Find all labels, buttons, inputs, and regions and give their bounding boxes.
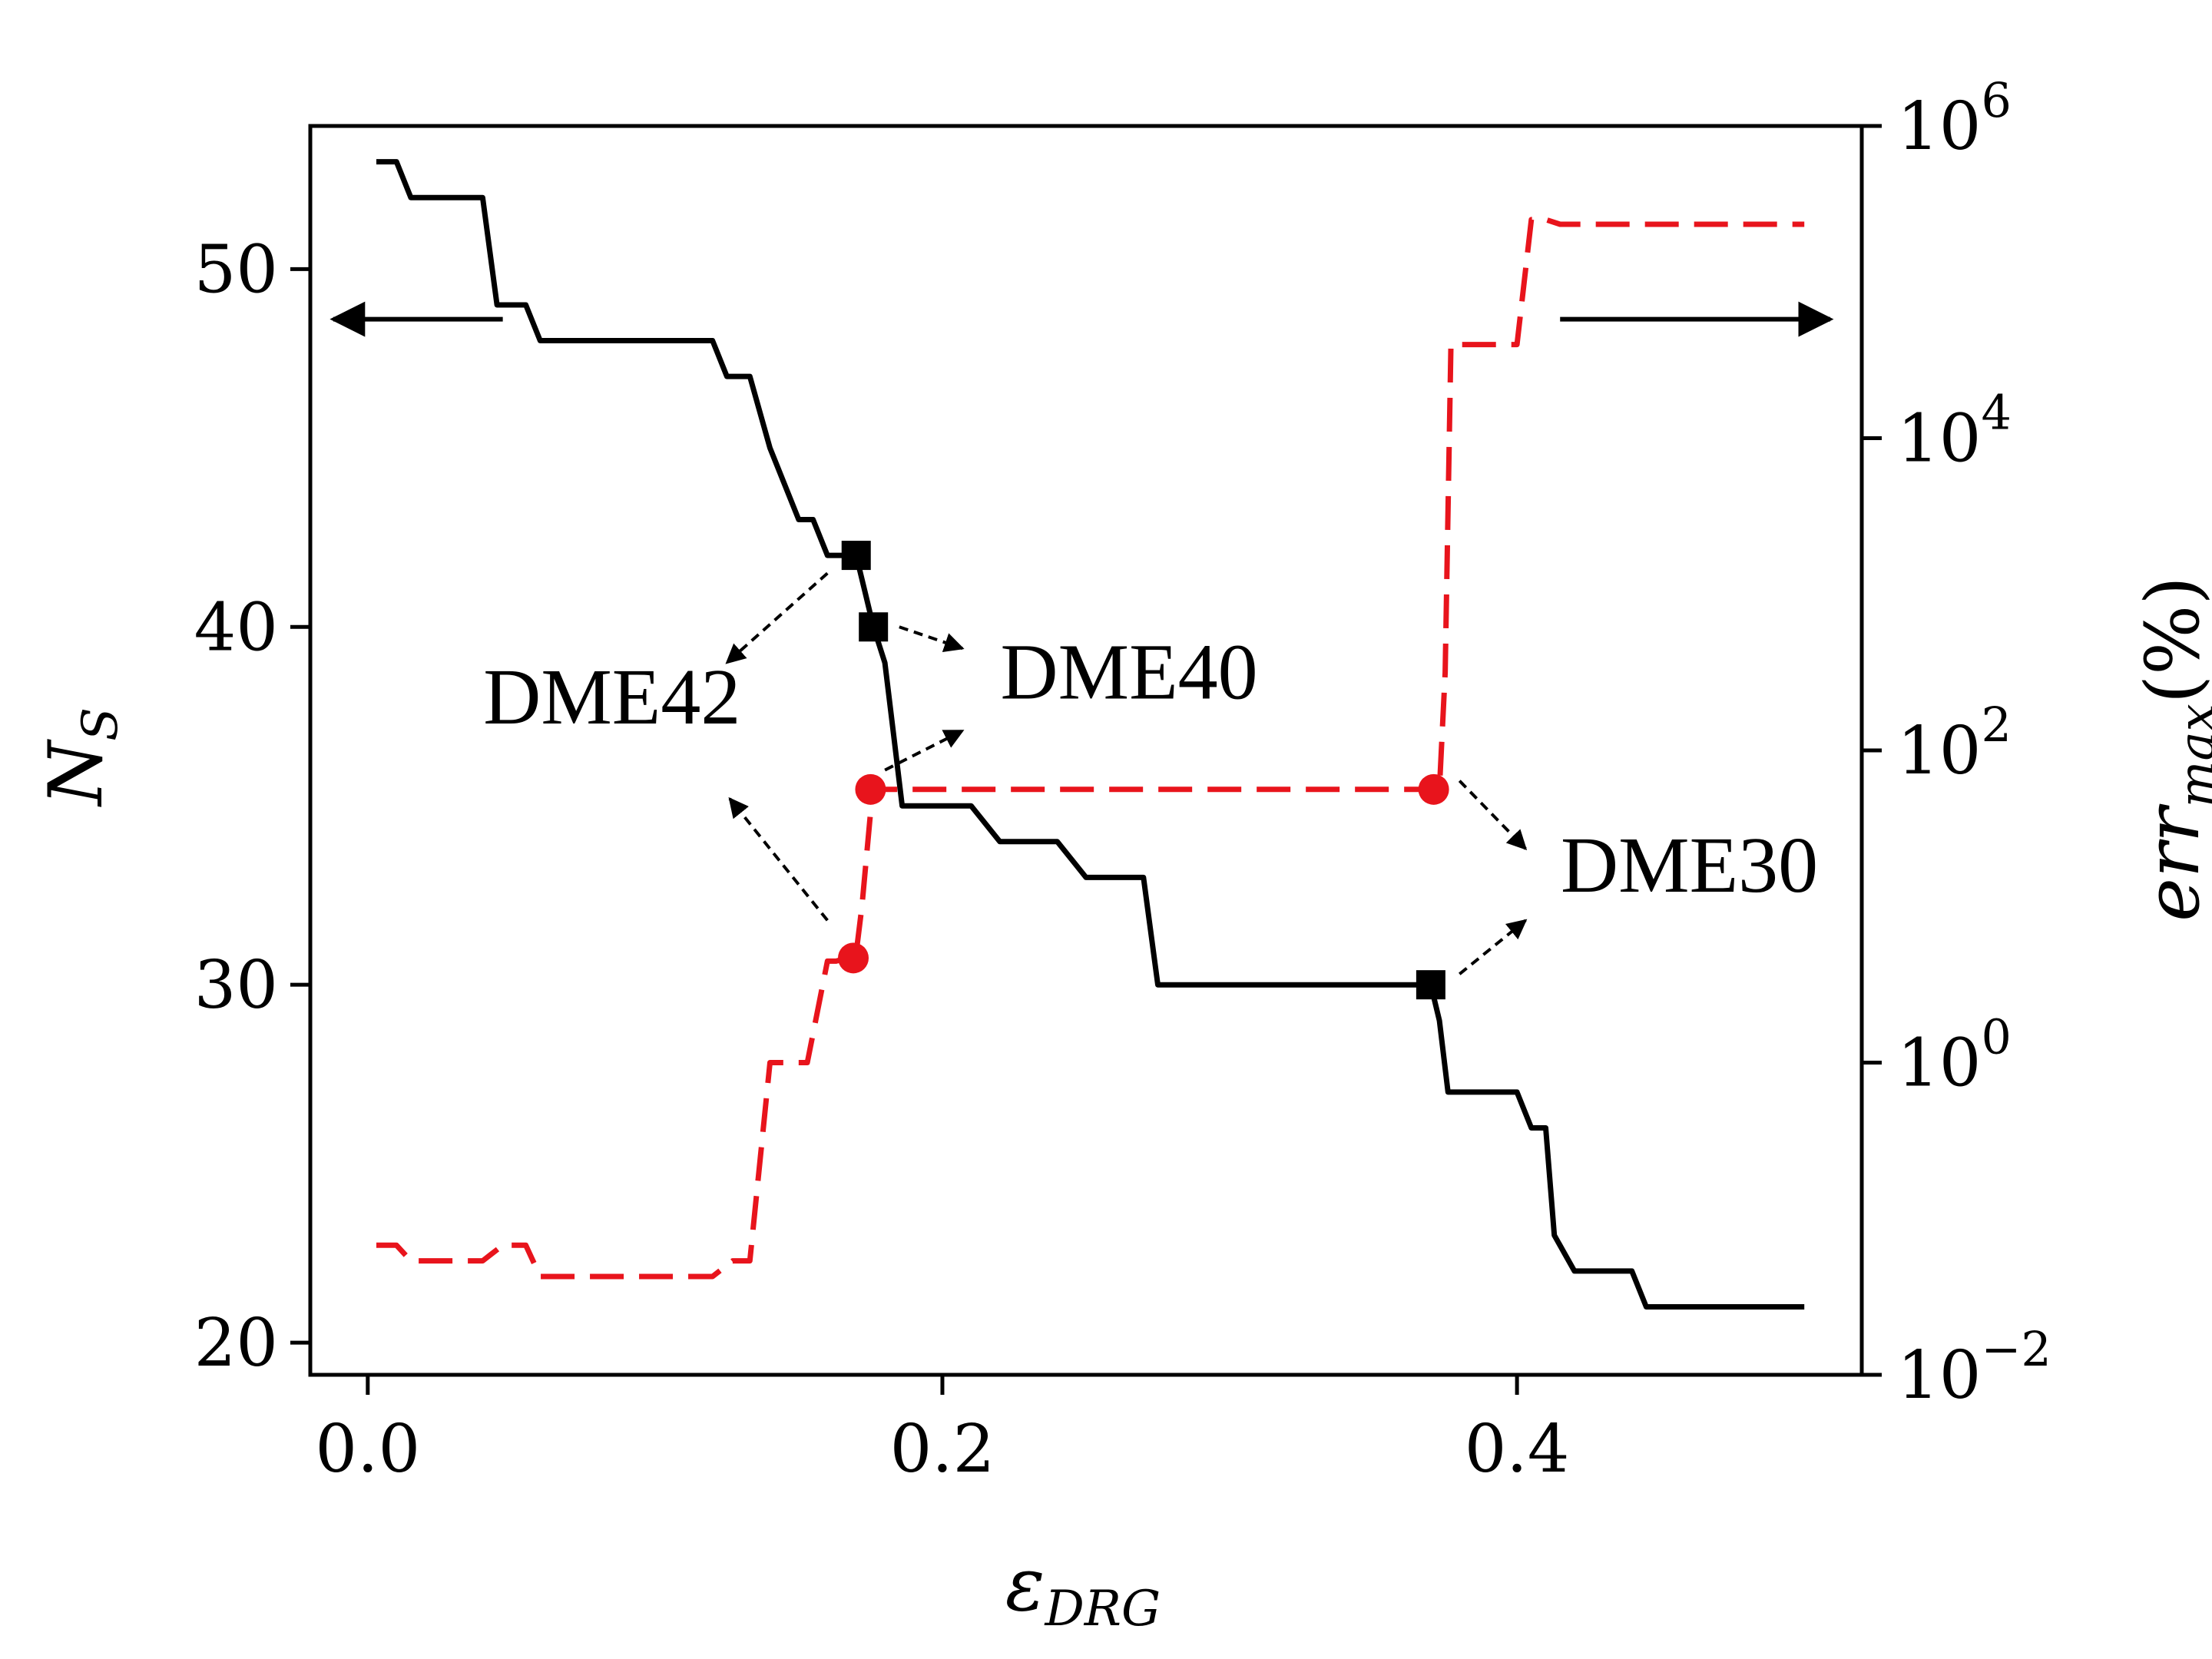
- plot-frame: [308, 124, 1864, 1377]
- arrow-dme42-upper: [725, 571, 829, 664]
- ns-series-line: [376, 159, 1805, 1310]
- right-tick-label: 106: [1897, 72, 2012, 165]
- left-tick-label: 40: [194, 589, 278, 666]
- arrow-layer: [329, 301, 1834, 975]
- x-axis-ticks: 0.0 0.2 0.4: [315, 1375, 1570, 1488]
- dme42-label: DME42: [483, 653, 740, 741]
- right-tick-label: 102: [1897, 697, 2012, 790]
- left-axis-ticks: 20 30 40 50: [194, 231, 310, 1382]
- right-axis-label: errmax(%): [2130, 576, 2212, 922]
- right-axis-ticks: 10−2 100 102 104 106: [1862, 72, 2051, 1414]
- left-tick-label: 30: [194, 947, 278, 1024]
- err-series-line: [376, 217, 1805, 1280]
- dme30-label: DME30: [1561, 821, 1818, 909]
- x-tick-label: 0.4: [1465, 1411, 1570, 1488]
- dme40-label: DME40: [1001, 628, 1258, 716]
- dme42-square: [841, 541, 871, 571]
- arrow-dme42-lower: [728, 796, 829, 922]
- x-tick-label: 0.2: [890, 1411, 995, 1488]
- arrow-dme30-upper: [1458, 780, 1528, 850]
- dme40-circle: [855, 773, 886, 805]
- series-layer: [376, 159, 1805, 1310]
- dme30-circle: [1418, 773, 1449, 805]
- annotation-layer: DME42 DME40 DME30: [483, 628, 1818, 909]
- dme30-square: [1416, 970, 1445, 1000]
- left-tick-label: 20: [194, 1305, 278, 1382]
- arrow-dme30-lower: [1459, 919, 1528, 975]
- right-tick-label: 10−2: [1897, 1321, 2051, 1414]
- marker-layer: [838, 541, 1449, 1000]
- dme42-circle: [838, 942, 869, 974]
- left-axis-label: NS: [33, 707, 129, 807]
- right-tick-label: 100: [1897, 1009, 2012, 1102]
- right-tick-label: 104: [1897, 385, 2012, 478]
- x-axis-label: εDRG: [1005, 1541, 1161, 1637]
- x-tick-label: 0.0: [315, 1411, 420, 1488]
- arrow-dme40-upper: [899, 625, 965, 653]
- dme40-square: [859, 612, 889, 642]
- left-tick-label: 50: [194, 231, 278, 308]
